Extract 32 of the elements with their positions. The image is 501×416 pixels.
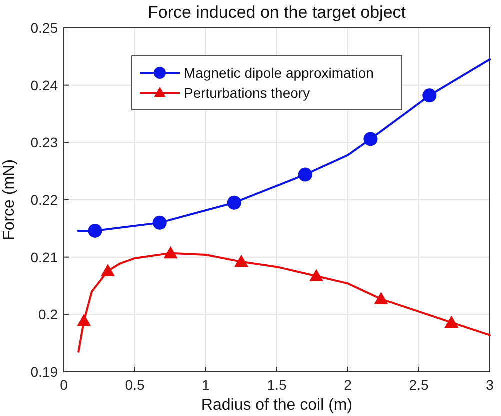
x-tick-label: 1.5 [267,377,287,393]
point [88,224,102,238]
point [374,292,388,304]
point [364,132,378,146]
point [422,88,437,103]
y-tick-label: 0.21 [30,249,58,266]
y-axis-title: Force (mN) [1,160,18,240]
y-tick-label: 0.23 [30,134,58,151]
point [152,216,167,230]
y-tick-label: 0.25 [30,20,58,36]
y-tick-label: 0.2 [38,306,58,323]
point [298,168,312,182]
x-tick-label: 2.5 [409,377,429,393]
x-tick-label: 2 [344,377,352,393]
y-tick-label: 0.22 [30,192,58,208]
point [444,316,459,328]
chart-title: Force induced on the target object [148,3,406,22]
point [101,264,116,276]
x-tick-label: 0 [60,377,68,393]
y-tick-label: 0.24 [30,77,58,94]
legend-label: Perturbations theory [184,85,310,101]
point [227,196,242,210]
point [309,269,324,282]
x-axis-title: Radius of the coil (m) [201,397,353,414]
x-tick-label: 1 [202,377,210,393]
x-tick-label: 3 [486,377,494,393]
y-tick-label: 0.19 [30,364,58,380]
point [164,246,178,259]
point [234,254,248,268]
point [77,314,92,326]
x-tick-label: 0.5 [125,377,145,393]
legend-label: Magnetic dipole approximation [184,65,374,81]
